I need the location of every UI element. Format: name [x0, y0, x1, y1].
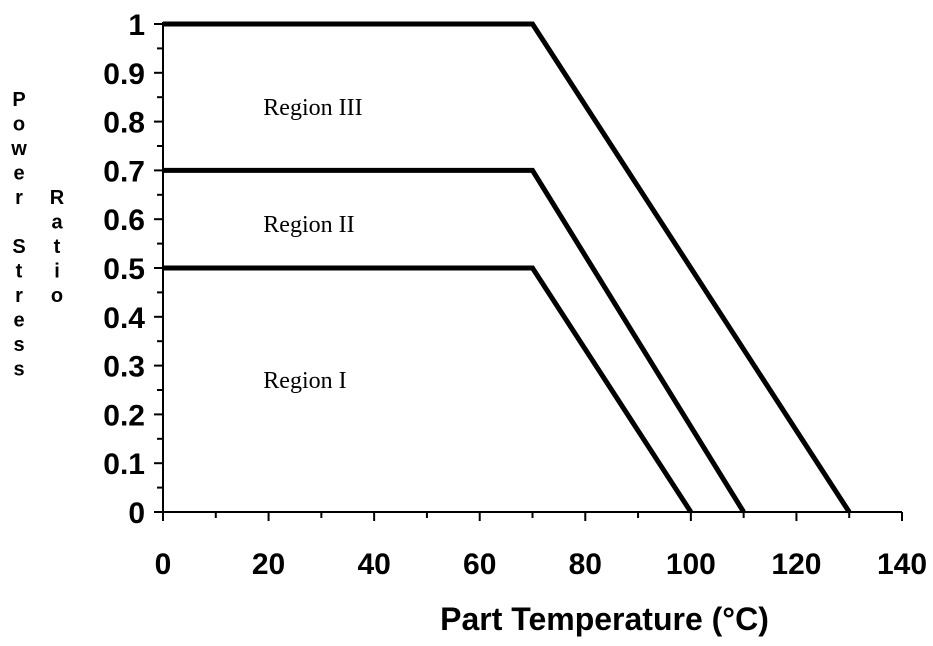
region-annotations: Region III Region II Region I — [263, 95, 362, 394]
ticks — [154, 23, 903, 521]
region-label-2: Region II — [263, 212, 354, 238]
y-tick-label: 0.8 — [103, 107, 145, 140]
y-tick-label: 0.3 — [103, 351, 145, 384]
y-tick-label: 0.9 — [103, 58, 145, 91]
y-tick-label: 0.5 — [103, 253, 145, 286]
x-tick-label: 120 — [771, 548, 821, 581]
x-tick-label: 80 — [569, 548, 602, 581]
x-tick-label: 0 — [155, 548, 172, 581]
region-label-1: Region III — [263, 95, 362, 121]
y-tick-label: 0 — [128, 497, 145, 530]
tick-labels: 0 0.1 0.2 0.3 0.4 0.5 0.6 0.7 0.8 0.9 1 0 20 40 60 80 10… — [103, 9, 927, 581]
x-tick-label: 140 — [877, 548, 927, 581]
series-line-2 — [163, 167, 746, 514]
series-line-1 — [163, 265, 693, 514]
x-axis-label: Part Temperature (°C) — [440, 601, 769, 637]
region-label-3: Region I — [263, 368, 346, 394]
x-tick-label: 40 — [357, 548, 390, 581]
y-tick-label: 0.6 — [103, 204, 145, 237]
y-tick-label: 0.4 — [103, 302, 145, 335]
x-tick-label: 60 — [463, 548, 496, 581]
x-tick-label: 20 — [252, 548, 285, 581]
series-lines — [163, 21, 852, 514]
x-tick-label: 100 — [666, 548, 716, 581]
y-tick-label: 1 — [128, 9, 145, 42]
y-tick-label: 0.7 — [103, 155, 145, 188]
series-line-3 — [163, 21, 852, 514]
y-tick-label: 0.2 — [103, 399, 145, 432]
y-tick-label: 0.1 — [103, 448, 145, 481]
